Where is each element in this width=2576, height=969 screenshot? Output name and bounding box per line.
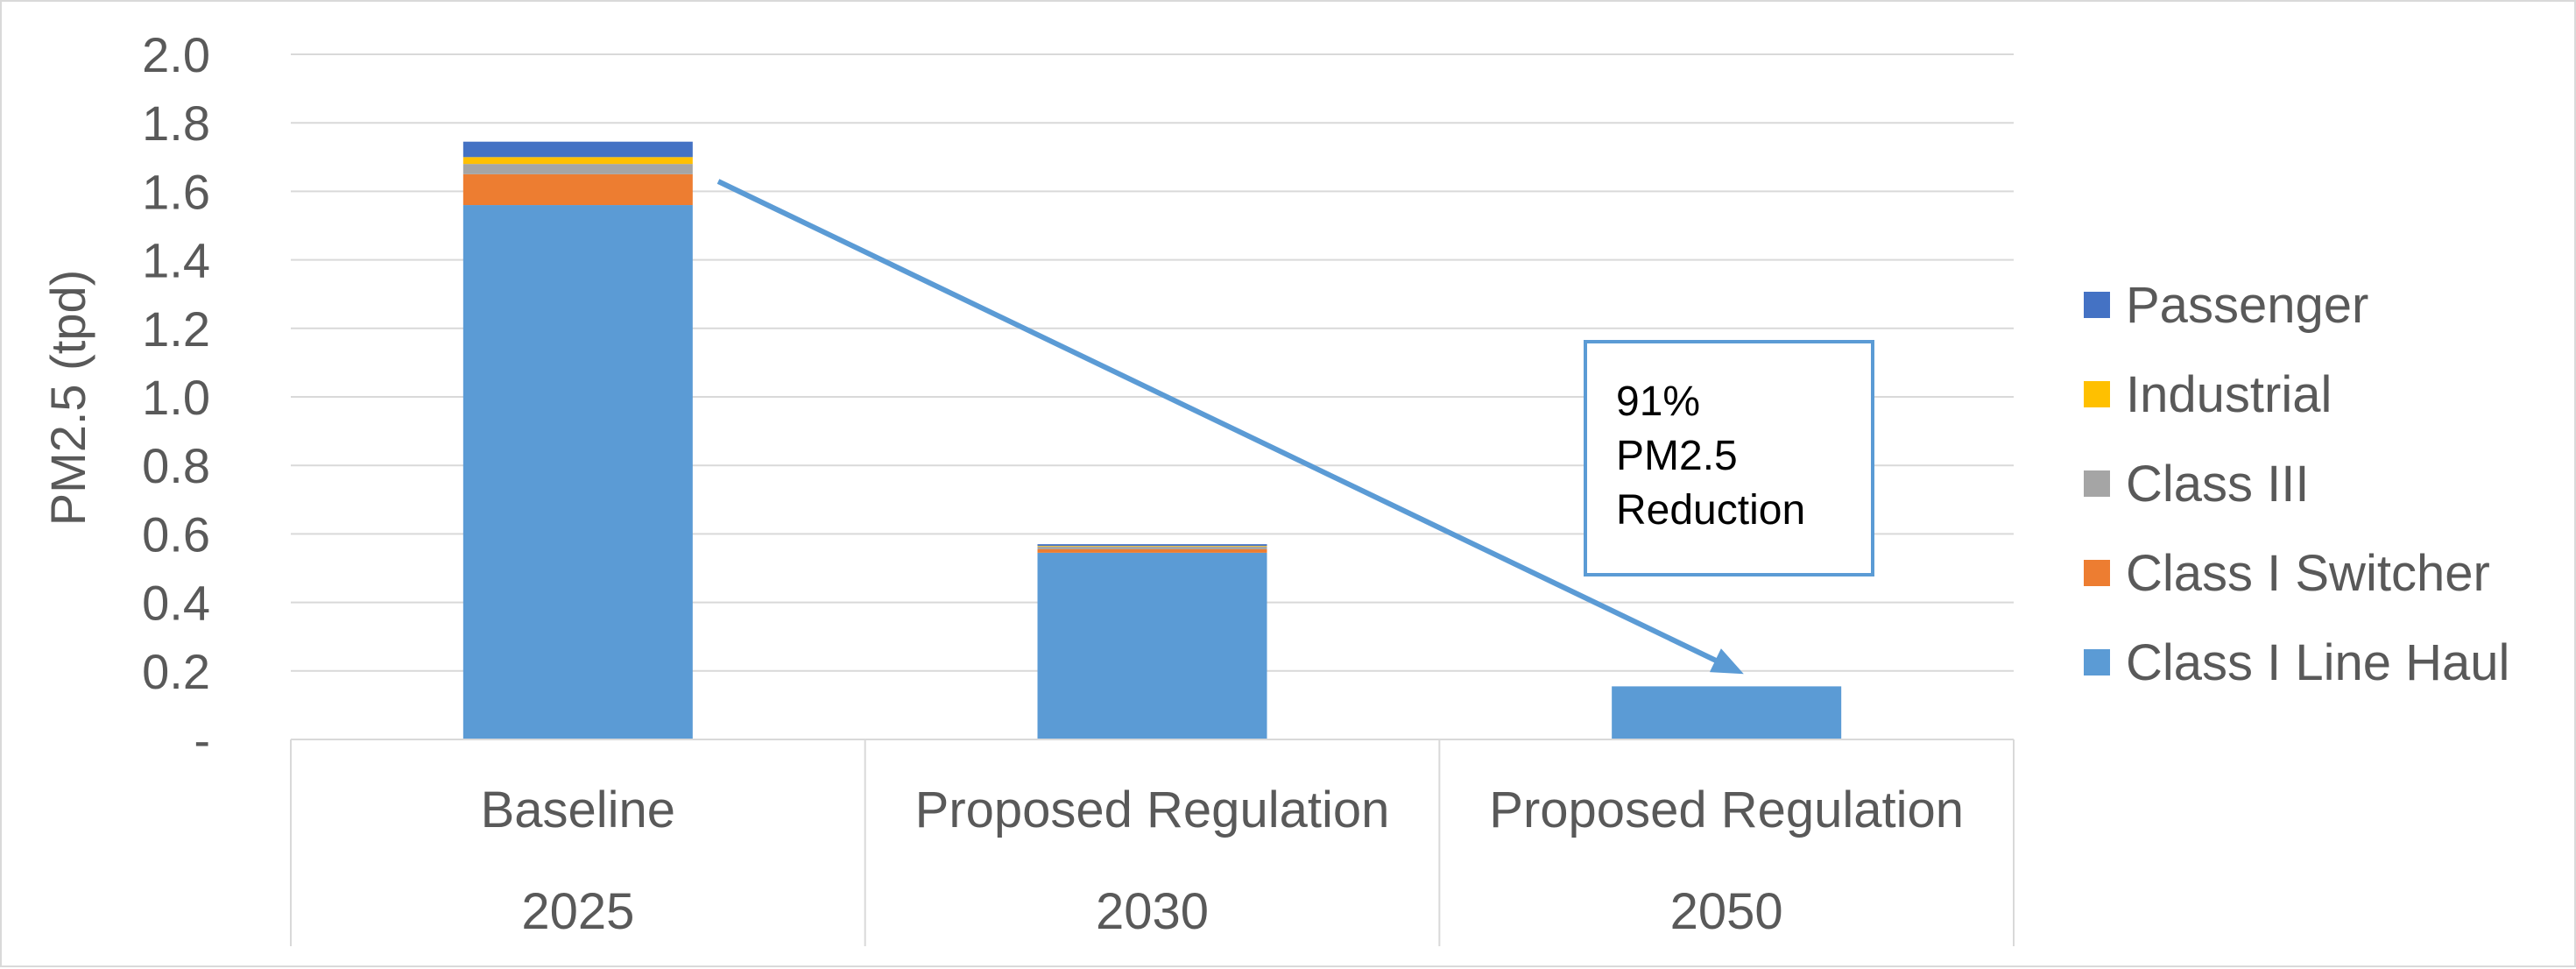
y-tick-label: 1.0 <box>142 370 210 425</box>
y-tick-label: 1.4 <box>142 233 210 288</box>
reduction-arrow <box>716 179 1744 675</box>
y-tick-label: 0.8 <box>142 438 210 493</box>
x-category-label: Baseline <box>481 782 675 838</box>
y-tick-label: 1.6 <box>142 164 210 219</box>
bar-segment <box>462 157 693 165</box>
y-tick-label: 0.4 <box>142 576 210 631</box>
bar-segment <box>1037 546 1267 549</box>
y-axis-ticks: - 0.2 0.4 0.6 0.8 1.0 1.2 1.4 1.6 1.8 2.0 <box>142 27 210 767</box>
legend-swatch <box>2084 470 2110 497</box>
x-category-label: Proposed Regulation <box>915 782 1390 838</box>
x-category-year: 2050 <box>1670 883 1783 940</box>
y-axis-label: PM2.5 (tpd) <box>40 270 95 527</box>
bar-segment <box>1037 544 1267 547</box>
x-category-year: 2030 <box>1096 883 1209 940</box>
annotation-line-2: PM2.5 <box>1616 433 1738 479</box>
y-tick-label: 1.8 <box>142 95 210 151</box>
annotation-box <box>1584 340 1874 576</box>
bar-segment <box>1037 548 1267 553</box>
annotation: 91% PM2.5 Reduction <box>716 179 1874 675</box>
y-tick-label: 1.2 <box>142 301 210 357</box>
y-tick-label: 0.6 <box>142 506 210 562</box>
x-category-year: 2025 <box>521 883 634 940</box>
bar-segment <box>1037 552 1267 739</box>
y-tick-label: 2.0 <box>142 27 210 82</box>
bar-segment <box>1037 546 1267 547</box>
x-axis: Baseline 2025 Proposed Regulation 2030 Propo… <box>290 739 2015 946</box>
y-tick-label: - <box>194 712 210 767</box>
y-tick-label: 0.2 <box>142 644 210 699</box>
bar-segment <box>1612 686 1842 739</box>
legend-label: Passenger <box>2126 277 2368 334</box>
bars <box>462 141 1842 740</box>
legend-label: Class I Line Haul <box>2126 634 2509 691</box>
annotation-line-1: 91% <box>1616 378 1700 425</box>
bar-segment <box>462 141 693 158</box>
legend-label: Class III <box>2126 456 2310 513</box>
x-category-label: Proposed Regulation <box>1489 782 1964 838</box>
legend-swatch <box>2084 292 2110 318</box>
legend-label: Industrial <box>2126 366 2332 423</box>
legend-label: Class I Switcher <box>2126 545 2490 602</box>
legend: Passenger Industrial Class III Class I Swit… <box>2084 277 2509 691</box>
bar-segment <box>462 173 693 206</box>
annotation-line-3: Reduction <box>1616 487 1805 534</box>
legend-swatch <box>2084 560 2110 586</box>
legend-swatch <box>2084 381 2110 407</box>
bar-segment <box>462 205 693 740</box>
bar-segment <box>462 164 693 174</box>
legend-swatch <box>2084 649 2110 675</box>
